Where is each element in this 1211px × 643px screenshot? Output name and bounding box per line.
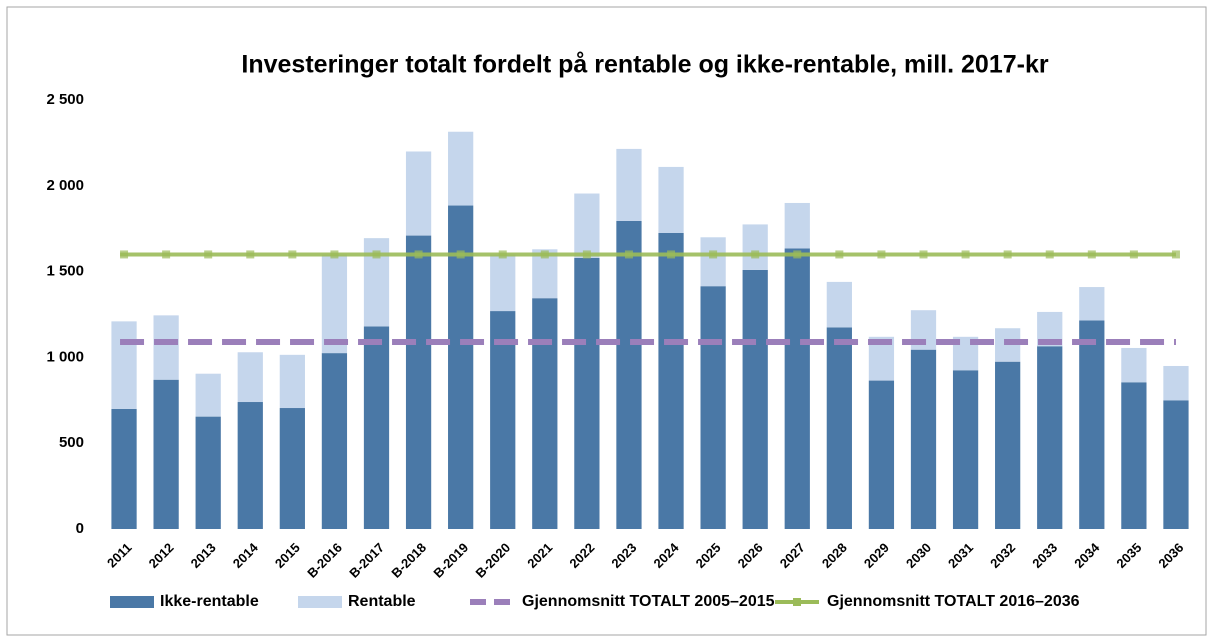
line-marker bbox=[1003, 250, 1012, 259]
bar-segment bbox=[784, 202, 810, 249]
bar-segment bbox=[279, 354, 305, 409]
bar-segment bbox=[237, 352, 263, 403]
line-marker bbox=[162, 250, 171, 259]
line-marker bbox=[961, 250, 970, 259]
bar-segment bbox=[952, 370, 979, 529]
bar-segment bbox=[448, 131, 474, 206]
legend-label: Rentable bbox=[348, 593, 416, 610]
bar-segment bbox=[1037, 346, 1063, 529]
line-marker bbox=[582, 250, 591, 259]
bar-segment bbox=[700, 237, 726, 287]
legend-swatch bbox=[110, 596, 154, 608]
bar-segment bbox=[700, 286, 726, 529]
bar-segment bbox=[448, 205, 474, 529]
y-tick-label: 2 500 bbox=[46, 91, 84, 108]
y-tick-label: 0 bbox=[76, 520, 84, 537]
line-marker bbox=[120, 250, 129, 259]
bar-segment bbox=[1121, 382, 1147, 529]
bar-segment bbox=[237, 402, 263, 529]
bar-segment bbox=[910, 349, 937, 529]
bar-segment bbox=[195, 416, 221, 529]
bar-segment bbox=[111, 321, 137, 409]
line-marker bbox=[204, 250, 213, 259]
legend-label: Ikke-rentable bbox=[160, 593, 259, 610]
line-marker bbox=[1087, 250, 1096, 259]
line-marker bbox=[540, 250, 549, 259]
bar-segment bbox=[868, 380, 895, 529]
line-marker bbox=[667, 250, 676, 259]
bar-segment bbox=[363, 326, 390, 529]
legend-label: Gjennomsnitt TOTALT 2016–2036 bbox=[827, 593, 1080, 610]
bar-segment bbox=[405, 235, 432, 529]
line-marker bbox=[624, 250, 633, 259]
chart-frame bbox=[6, 6, 1207, 636]
bar-segment bbox=[1163, 365, 1189, 401]
bar-segment bbox=[742, 269, 768, 529]
bar-segment bbox=[784, 248, 810, 529]
line-marker bbox=[498, 250, 507, 259]
line-marker bbox=[877, 250, 886, 259]
bar-segment bbox=[111, 408, 137, 529]
bar-segment bbox=[490, 311, 516, 529]
bar-segment bbox=[405, 151, 432, 236]
line-marker bbox=[246, 250, 255, 259]
bar-segment bbox=[1079, 320, 1105, 529]
bar-segment bbox=[1121, 347, 1147, 383]
bar-segment bbox=[532, 298, 558, 529]
bar-segment bbox=[658, 232, 684, 530]
y-tick-label: 2 000 bbox=[46, 177, 84, 194]
bar-segment bbox=[321, 254, 348, 354]
bar-segment bbox=[658, 166, 684, 233]
bar-segment bbox=[490, 254, 516, 312]
line-marker bbox=[414, 250, 423, 259]
line-marker bbox=[793, 250, 802, 259]
bar-segment bbox=[616, 220, 642, 529]
bar-segment bbox=[995, 328, 1021, 362]
bar-segment bbox=[153, 379, 179, 529]
y-tick-label: 1 000 bbox=[46, 348, 84, 365]
legend-label: Gjennomsnitt TOTALT 2005–2015 bbox=[522, 593, 775, 610]
line-marker bbox=[372, 250, 381, 259]
bar-segment bbox=[995, 361, 1021, 529]
bar-segment bbox=[279, 408, 305, 529]
bar-segment bbox=[826, 327, 852, 529]
y-tick-label: 1 500 bbox=[46, 263, 84, 280]
line-marker bbox=[456, 250, 465, 259]
bar-segment bbox=[1163, 400, 1189, 529]
bar-segment bbox=[1079, 287, 1105, 321]
y-tick-label: 500 bbox=[59, 434, 84, 451]
bar-segment bbox=[826, 281, 852, 328]
bar-segment bbox=[321, 353, 348, 529]
line-marker bbox=[835, 250, 844, 259]
bar-segment bbox=[616, 148, 642, 221]
bar-segment bbox=[742, 224, 768, 270]
line-marker bbox=[1171, 250, 1180, 259]
bar-segment bbox=[574, 193, 600, 258]
line-marker bbox=[288, 250, 297, 259]
line-marker bbox=[919, 250, 928, 259]
chart-title: Investeringer totalt fordelt på rentable… bbox=[241, 51, 1048, 79]
bar-segment bbox=[153, 315, 179, 380]
line-marker bbox=[751, 250, 760, 259]
line-marker bbox=[1045, 250, 1054, 259]
bar-segment bbox=[574, 257, 600, 529]
line-marker bbox=[709, 250, 718, 259]
line-marker bbox=[330, 250, 339, 259]
legend-marker bbox=[793, 598, 801, 606]
bar-segment bbox=[195, 373, 221, 417]
line-marker bbox=[1129, 250, 1138, 259]
legend-swatch bbox=[298, 596, 342, 608]
